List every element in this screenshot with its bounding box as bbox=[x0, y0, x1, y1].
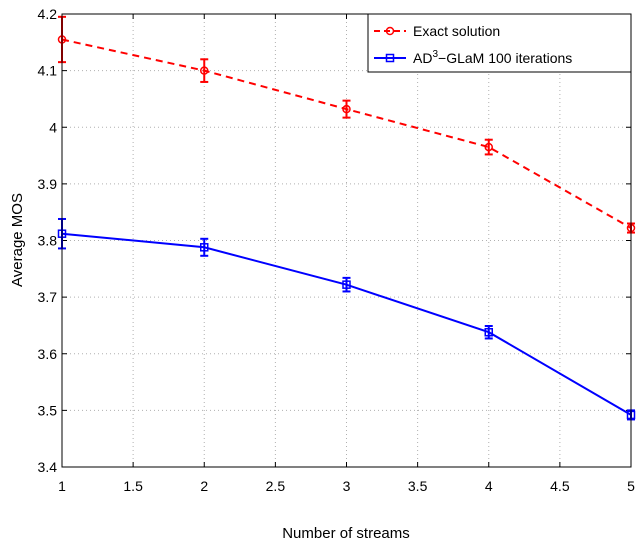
y-tick-label: 4.2 bbox=[38, 6, 58, 22]
legend-label-ad3-sup: 3 bbox=[432, 49, 438, 60]
data-point bbox=[484, 142, 493, 152]
y-tick-label: 3.7 bbox=[38, 289, 58, 305]
x-axis-label: Number of streams bbox=[282, 525, 410, 542]
x-tick-label: 1 bbox=[58, 478, 66, 494]
x-tick-label: 2.5 bbox=[266, 478, 286, 494]
legend-label-ad3-rest: −GLaM 100 iterations bbox=[438, 50, 572, 66]
legend: Exact solution AD3−GLaM 100 iterations bbox=[367, 13, 632, 73]
series-layer bbox=[57, 15, 636, 421]
legend-label-ad3: AD3−GLaM 100 iterations bbox=[413, 49, 572, 66]
plot-frame bbox=[61, 13, 632, 468]
y-tick-label: 3.8 bbox=[38, 233, 58, 249]
x-tick-label: 5 bbox=[627, 478, 635, 494]
data-point bbox=[342, 104, 351, 114]
y-tick-label: 3.4 bbox=[38, 459, 58, 475]
legend-marker-ad3 bbox=[385, 53, 395, 63]
x-tick-label: 4 bbox=[485, 478, 493, 494]
legend-marker-exact bbox=[385, 26, 395, 36]
y-tick-label: 3.6 bbox=[38, 346, 58, 362]
y-tick-label: 4.1 bbox=[38, 63, 58, 79]
y-axis-ticks: 3.4 3.5 3.6 3.7 3.8 3.9 4 4.1 4.2 bbox=[38, 6, 631, 475]
legend-box bbox=[367, 13, 632, 73]
data-point bbox=[342, 280, 351, 289]
data-point bbox=[200, 66, 209, 75]
data-point bbox=[200, 243, 209, 252]
x-axis-ticks: 1 1.5 2 2.5 3 3.5 4 4.5 5 bbox=[58, 14, 635, 494]
y-tick-label: 3.9 bbox=[38, 176, 58, 192]
legend-label-exact: Exact solution bbox=[413, 23, 500, 39]
y-tick-label: 3.5 bbox=[38, 402, 58, 418]
legend-label-ad3-main: AD bbox=[413, 50, 432, 66]
data-point bbox=[484, 327, 493, 337]
grid-lines bbox=[62, 14, 631, 467]
x-tick-label: 3.5 bbox=[408, 478, 428, 494]
y-tick-label: 4 bbox=[49, 119, 57, 135]
x-tick-label: 3 bbox=[343, 478, 351, 494]
x-tick-label: 2 bbox=[200, 478, 208, 494]
y-axis-label: Average MOS bbox=[9, 193, 26, 287]
x-tick-label: 4.5 bbox=[550, 478, 570, 494]
x-tick-label: 1.5 bbox=[123, 478, 143, 494]
